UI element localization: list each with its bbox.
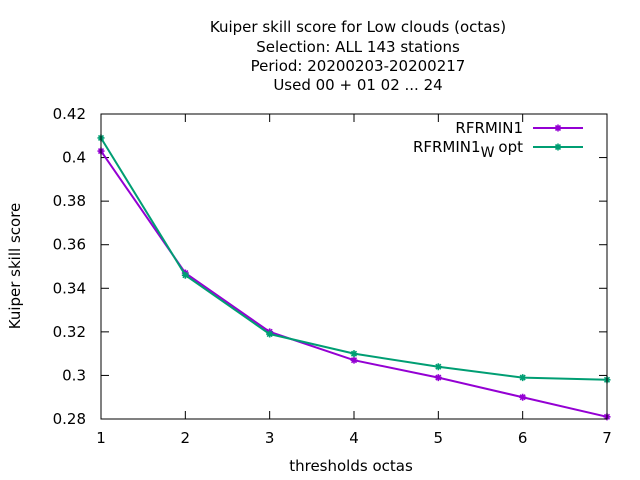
series-layer	[97, 134, 611, 421]
x-tick-label: 1	[96, 429, 106, 447]
title-line-2: Selection: ALL 143 stations	[256, 38, 460, 56]
x-tick-label: 3	[265, 429, 275, 447]
x-tick-label: 2	[181, 429, 191, 447]
y-tick-label: 0.42	[53, 105, 86, 123]
x-axis-label: thresholds octas	[289, 457, 413, 475]
title-line-3: Period: 20200203-20200217	[251, 57, 466, 75]
legend-label-rfrmin1: RFRMIN1	[455, 119, 523, 137]
y-tick-label: 0.34	[53, 279, 86, 297]
x-tick-label: 7	[602, 429, 612, 447]
axis-tick-labels: 1 2 3 4 5 6 7 0.28 0.3 0.32 0.34 0.36 0.38 0.4 0.42	[53, 105, 612, 447]
y-tick-label: 0.3	[62, 366, 86, 384]
data-point	[519, 374, 527, 382]
chart-title: Kuiper skill score for Low clouds (octas…	[210, 18, 506, 94]
legend-label-rfrmin1w-opt: RFRMIN1W opt	[413, 138, 523, 161]
series-0	[97, 147, 611, 421]
data-point	[181, 271, 189, 279]
legend-marker-rfrmin1	[554, 124, 562, 132]
legend-entry-rfrmin1w-opt: RFRMIN1W opt	[413, 138, 583, 161]
title-line-4: Used 00 + 01 02 ... 24	[273, 76, 442, 94]
legend: RFRMIN1 RFRMIN1W opt	[413, 119, 583, 161]
legend-entry-rfrmin1: RFRMIN1	[455, 119, 583, 137]
data-point	[434, 374, 442, 382]
plot-border	[100, 113, 608, 420]
legend-point	[554, 143, 562, 151]
legend-marker-rfrmin1w-opt	[554, 143, 562, 151]
axis-ticks	[100, 113, 608, 420]
data-point	[350, 356, 358, 364]
x-tick-label: 5	[434, 429, 444, 447]
data-point	[350, 350, 358, 358]
series-line	[100, 137, 608, 381]
y-tick-label: 0.28	[53, 410, 86, 428]
y-tick-label: 0.4	[62, 149, 86, 167]
x-tick-label: 4	[349, 429, 359, 447]
data-point	[434, 363, 442, 371]
legend-label-suffix: opt	[498, 138, 523, 156]
legend-point	[554, 124, 562, 132]
title-line-1: Kuiper skill score for Low clouds (octas…	[210, 18, 506, 36]
x-tick-label: 6	[518, 429, 528, 447]
y-axis-label: Kuiper skill score	[6, 203, 24, 330]
series-1	[97, 134, 611, 384]
legend-label-main: RFRMIN1	[413, 138, 481, 156]
y-tick-label: 0.36	[53, 236, 86, 254]
y-tick-label: 0.38	[53, 192, 86, 210]
y-tick-label: 0.32	[53, 323, 86, 341]
data-point	[519, 393, 527, 401]
legend-label-subscript: W	[481, 145, 495, 161]
data-point	[266, 330, 274, 338]
